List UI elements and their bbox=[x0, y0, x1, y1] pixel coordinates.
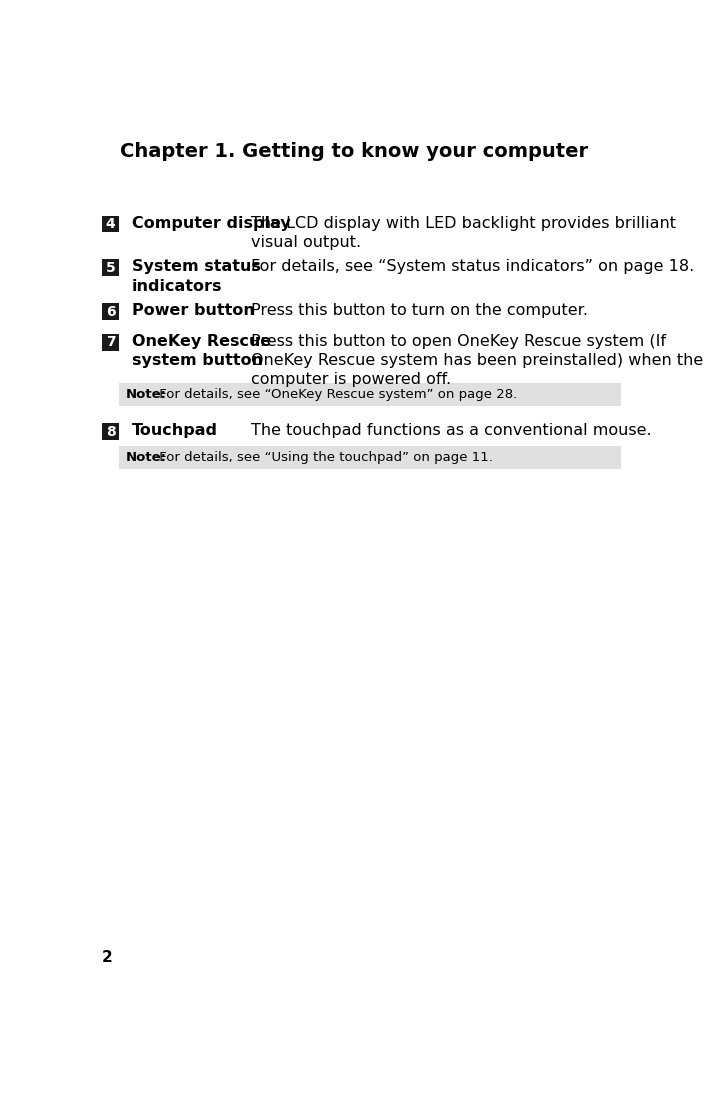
Text: For details, see “Using the touchpad” on page 11.: For details, see “Using the touchpad” on… bbox=[155, 451, 493, 464]
Text: Note:: Note: bbox=[125, 388, 166, 401]
Text: Press this button to open OneKey Rescue system (If
OneKey Rescue system has been: Press this button to open OneKey Rescue … bbox=[251, 334, 703, 387]
Text: Touchpad: Touchpad bbox=[132, 424, 218, 438]
Text: Chapter 1. Getting to know your computer: Chapter 1. Getting to know your computer bbox=[120, 141, 588, 161]
Text: Computer display: Computer display bbox=[132, 215, 290, 231]
Text: 2: 2 bbox=[102, 951, 113, 965]
FancyBboxPatch shape bbox=[119, 384, 621, 407]
FancyBboxPatch shape bbox=[102, 424, 119, 440]
FancyBboxPatch shape bbox=[102, 334, 119, 351]
Text: Power button: Power button bbox=[132, 303, 255, 319]
FancyBboxPatch shape bbox=[102, 259, 119, 277]
Text: Press this button to turn on the computer.: Press this button to turn on the compute… bbox=[251, 303, 588, 319]
FancyBboxPatch shape bbox=[119, 446, 621, 469]
Text: 5: 5 bbox=[106, 261, 116, 275]
Text: Note:: Note: bbox=[125, 451, 166, 464]
Text: 4: 4 bbox=[106, 217, 116, 231]
Text: The touchpad functions as a conventional mouse.: The touchpad functions as a conventional… bbox=[251, 424, 651, 438]
Text: OneKey Rescue
system button: OneKey Rescue system button bbox=[132, 334, 271, 368]
FancyBboxPatch shape bbox=[102, 303, 119, 320]
Text: For details, see “System status indicators” on page 18.: For details, see “System status indicato… bbox=[251, 259, 694, 275]
Text: 6: 6 bbox=[106, 304, 116, 319]
Text: 8: 8 bbox=[106, 425, 116, 439]
Text: The LCD display with LED backlight provides brilliant
visual output.: The LCD display with LED backlight provi… bbox=[251, 215, 676, 249]
FancyBboxPatch shape bbox=[102, 215, 119, 233]
Text: 7: 7 bbox=[106, 335, 116, 350]
Text: For details, see “OneKey Rescue system” on page 28.: For details, see “OneKey Rescue system” … bbox=[155, 388, 517, 401]
Text: System status
indicators: System status indicators bbox=[132, 259, 260, 293]
